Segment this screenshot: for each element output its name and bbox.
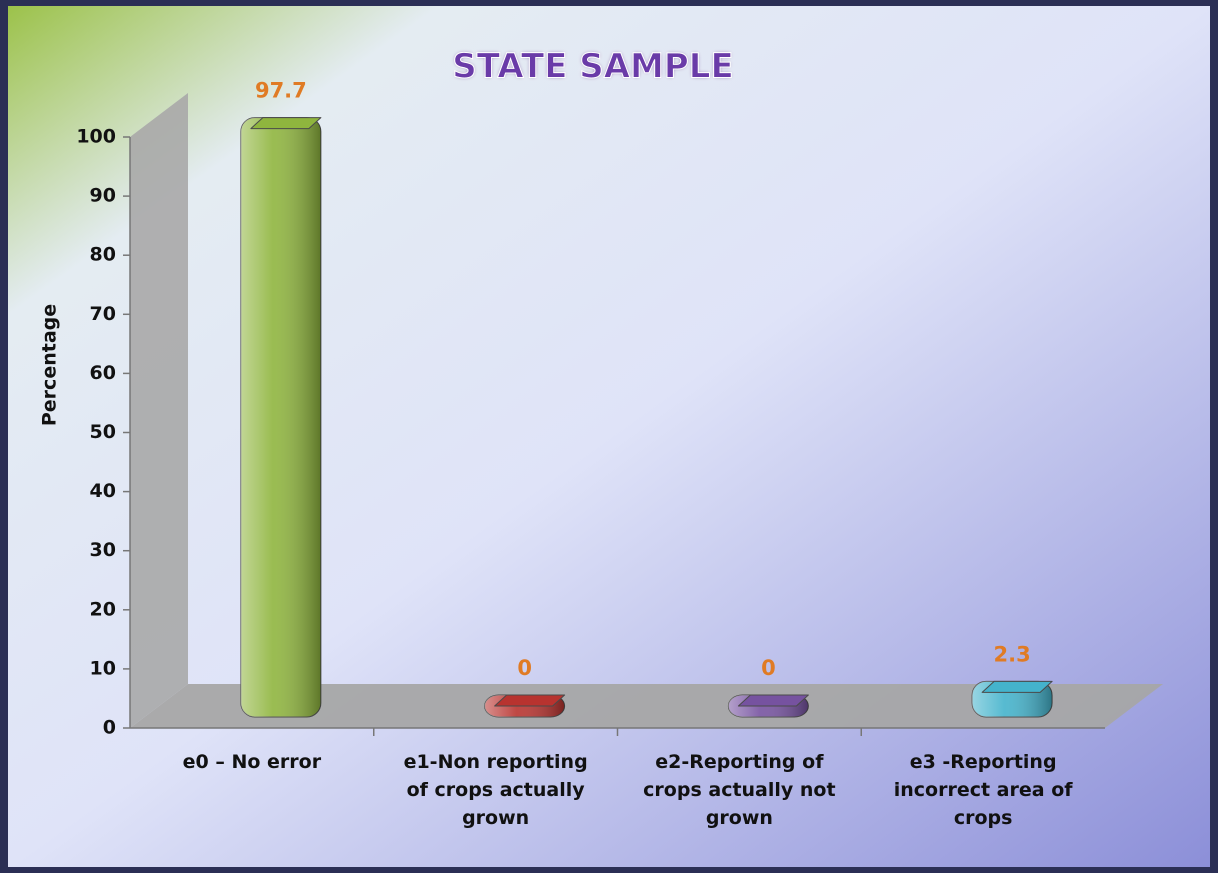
- background: [8, 6, 1210, 867]
- floor: [130, 684, 1163, 728]
- y-tick-label: 100: [76, 126, 116, 148]
- y-tick-label: 70: [90, 303, 116, 325]
- y-axis-label: Percentage: [39, 304, 61, 426]
- data-label: 97.7: [255, 79, 307, 103]
- data-label: 0: [761, 656, 776, 680]
- bar-top: [981, 680, 1053, 693]
- bar-shine: [240, 117, 321, 717]
- data-label: 2.3: [994, 642, 1031, 666]
- chart-title: STATE SAMPLE: [452, 47, 733, 87]
- y-tick-label: 20: [90, 598, 116, 620]
- y-tick-label: 30: [90, 539, 116, 561]
- x-tick-label: e3 -Reporting incorrect area of crops: [893, 751, 1073, 829]
- x-tick-label: e1-Non reporting of crops actually grown: [403, 751, 588, 829]
- x-tick-label: e0 – No error: [182, 751, 322, 773]
- y-tick-label: 50: [90, 421, 116, 443]
- bar-top: [250, 117, 322, 130]
- y-tick-label: 0: [103, 717, 116, 739]
- bar-top: [737, 694, 809, 707]
- y-tick-label: 90: [90, 185, 116, 207]
- y-tick-label: 80: [90, 244, 116, 266]
- x-tick-label: e2-Reporting of crops actually not grown: [643, 751, 836, 829]
- data-label: 0: [517, 656, 532, 680]
- side-wall: [130, 93, 188, 728]
- y-tick-label: 10: [90, 657, 116, 679]
- y-tick-label: 60: [90, 362, 116, 384]
- bar-top: [494, 694, 566, 707]
- y-tick-label: 40: [90, 480, 116, 502]
